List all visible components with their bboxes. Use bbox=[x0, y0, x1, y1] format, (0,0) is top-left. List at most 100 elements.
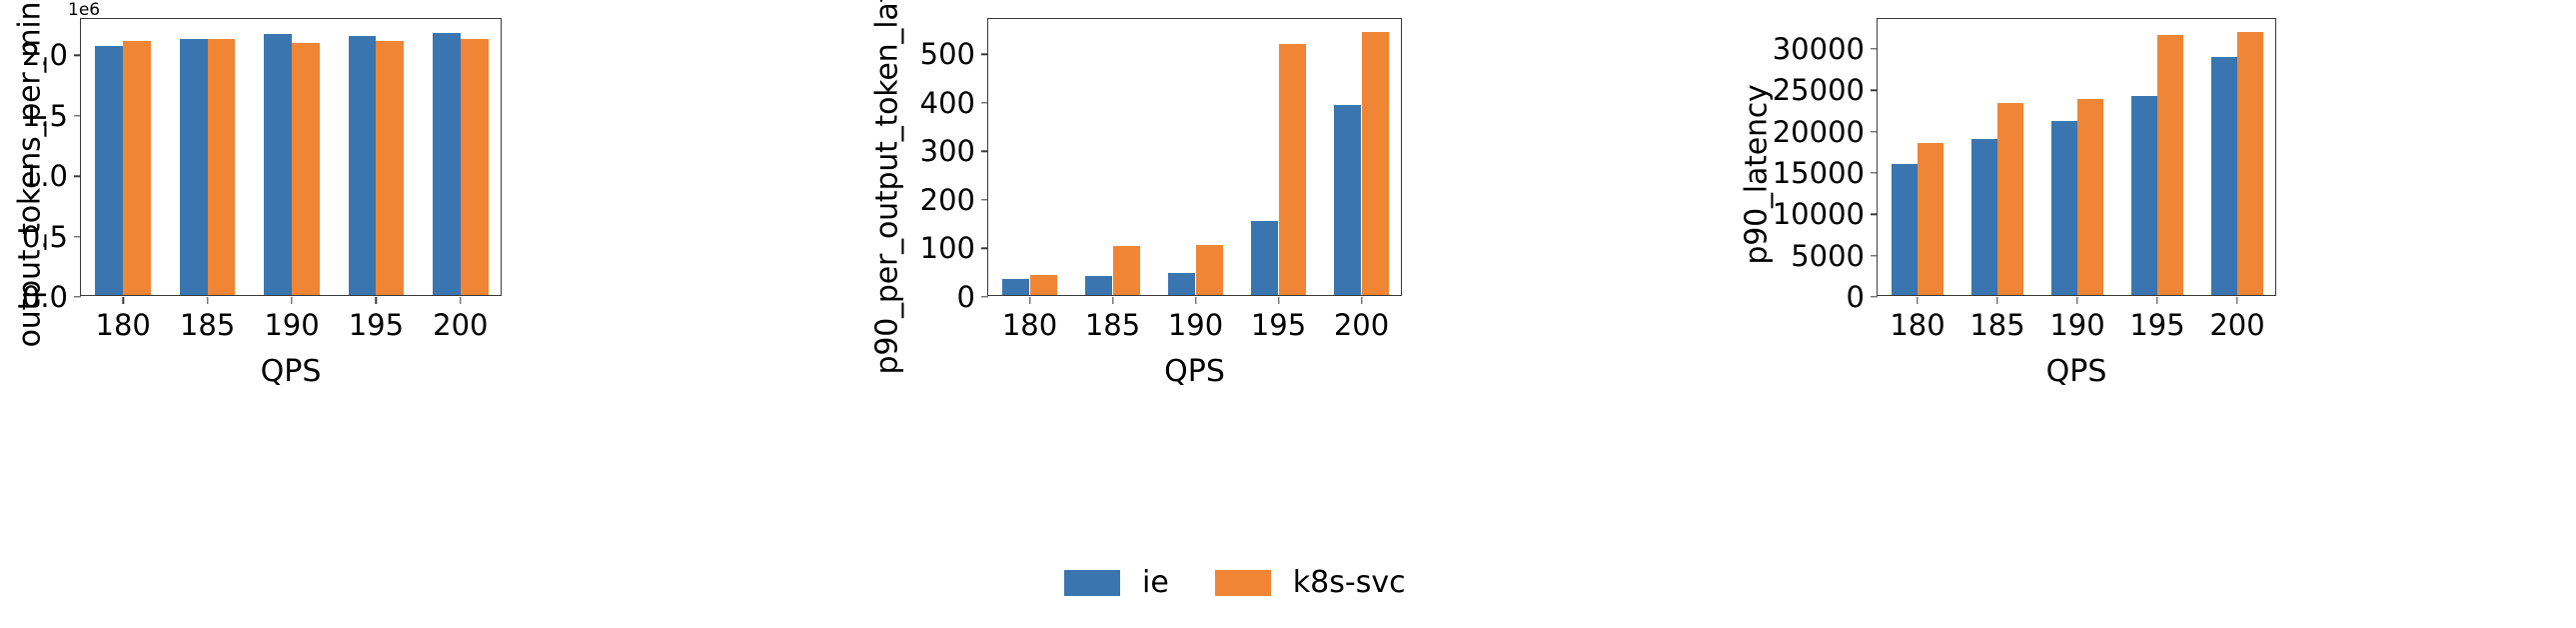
y-tick-mark bbox=[74, 54, 81, 56]
x-tick-label: 180 bbox=[1001, 308, 1058, 342]
x-tick-mark bbox=[1028, 297, 1031, 304]
y-tick-mark bbox=[1871, 89, 1878, 91]
legend-entry-ie: ie bbox=[1064, 565, 1169, 600]
bar-k8s-svc-180 bbox=[1029, 275, 1057, 295]
y-tick-label: 1.0 bbox=[21, 159, 68, 194]
bar-k8s-svc-190 bbox=[292, 42, 320, 295]
bar-ie-195 bbox=[2130, 96, 2157, 295]
bar-ie-185 bbox=[179, 39, 208, 295]
y-tick-mark bbox=[74, 175, 81, 177]
chart-panel-p90-latency: p90_latency 0 5000 10000 15000 20000 25000 300… bbox=[1719, 0, 2576, 628]
x-tick-mark bbox=[1277, 297, 1280, 304]
y-tick-mark bbox=[981, 199, 988, 201]
x-tick-mark bbox=[291, 297, 293, 304]
x-tick-mark bbox=[1996, 297, 1998, 304]
x-tick-label: 195 bbox=[348, 308, 405, 342]
plot-area-1: 0.0 0.5 1.0 1.5 2.0 180 185 190 195 200 bbox=[22, 18, 502, 342]
y-tick-label: 0 bbox=[956, 280, 975, 314]
y-tick-label: 30000 bbox=[1772, 31, 1865, 66]
bar-k8s-svc-200 bbox=[1361, 32, 1389, 295]
y-tick-label: 0.5 bbox=[21, 219, 68, 254]
x-tick-mark bbox=[1111, 297, 1114, 304]
y-tick-label: 400 bbox=[919, 85, 975, 120]
bar-k8s-svc-185 bbox=[207, 38, 236, 295]
legend-swatch-ie bbox=[1064, 569, 1120, 596]
x-axis-label-1: QPS bbox=[260, 354, 322, 389]
x-tick-mark bbox=[2236, 297, 2238, 304]
bar-k8s-svc-195 bbox=[1278, 44, 1306, 295]
x-axis-label-3: QPS bbox=[2045, 354, 2107, 389]
y-tick-label: 15000 bbox=[1772, 155, 1865, 190]
chart-panel-output-tokens-per-min: 1e6 output_tokens_per_min 0.0 0.5 1.0 1.5 2.… bbox=[0, 0, 859, 628]
bar-ie-180 bbox=[1891, 164, 1918, 295]
y-tick-mark bbox=[1871, 130, 1878, 133]
bar-k8s-svc-195 bbox=[2157, 35, 2184, 295]
x-tick-label: 185 bbox=[179, 308, 236, 342]
bar-k8s-svc-180 bbox=[123, 41, 152, 295]
x-tick-mark bbox=[2076, 297, 2078, 304]
x-tick-mark bbox=[1917, 297, 1919, 304]
bar-ie-185 bbox=[1970, 138, 1997, 295]
x-tick-label: 180 bbox=[1890, 308, 1945, 342]
y-tick-label: 5000 bbox=[1791, 238, 1865, 273]
bar-k8s-svc-200 bbox=[2237, 31, 2264, 295]
y-tick-mark bbox=[1871, 48, 1878, 50]
bar-k8s-svc-195 bbox=[376, 41, 405, 295]
bar-k8s-svc-180 bbox=[1918, 142, 1944, 295]
bar-ie-190 bbox=[2050, 121, 2077, 295]
x-tick-mark bbox=[206, 297, 209, 304]
y-axis-label-3: p90_latency bbox=[1739, 84, 1775, 265]
plot-area-3: 0 5000 10000 15000 20000 25000 30000 180 185 190 1… bbox=[1773, 18, 2276, 342]
y-tick-label: 2.0 bbox=[21, 38, 68, 73]
bar-k8s-svc-200 bbox=[460, 38, 489, 295]
bar-ie-180 bbox=[95, 46, 124, 295]
y-tick-mark bbox=[981, 53, 988, 56]
chart-panel-p90-per-output-token-latency: p90_per_output_token_latency 0 100 200 300 4… bbox=[859, 0, 1719, 628]
bar-ie-200 bbox=[2210, 56, 2237, 295]
bar-k8s-svc-190 bbox=[2077, 98, 2104, 295]
y-tick-label: 300 bbox=[919, 134, 975, 169]
bar-ie-195 bbox=[348, 36, 377, 295]
y-tick-mark bbox=[74, 235, 81, 238]
x-tick-mark bbox=[1194, 297, 1197, 304]
bar-ie-180 bbox=[1002, 279, 1030, 295]
bar-ie-195 bbox=[1251, 221, 1279, 295]
legend-swatch-k8s-svc bbox=[1214, 569, 1271, 596]
bar-ie-185 bbox=[1085, 275, 1113, 295]
y-tick-mark bbox=[1871, 213, 1878, 215]
bar-k8s-svc-190 bbox=[1195, 244, 1223, 295]
x-tick-label: 200 bbox=[433, 308, 489, 342]
x-tick-label: 185 bbox=[1084, 308, 1141, 342]
x-tick-mark bbox=[1360, 297, 1363, 304]
y-tick-label: 0.0 bbox=[21, 280, 68, 314]
y-tick-label: 10000 bbox=[1772, 197, 1865, 232]
x-tick-label: 195 bbox=[2129, 308, 2185, 342]
y-tick-label: 200 bbox=[919, 182, 975, 217]
y-tick-mark bbox=[981, 247, 988, 250]
bar-ie-190 bbox=[264, 33, 292, 295]
x-tick-label: 200 bbox=[2209, 308, 2265, 342]
bar-k8s-svc-185 bbox=[1112, 246, 1140, 295]
x-tick-label: 200 bbox=[1333, 308, 1390, 342]
x-tick-label: 190 bbox=[2049, 308, 2105, 342]
x-tick-mark bbox=[2156, 297, 2158, 304]
x-tick-mark bbox=[460, 297, 462, 304]
y-tick-label: 20000 bbox=[1772, 114, 1865, 149]
y-tick-mark bbox=[981, 102, 988, 104]
y-tick-label: 0 bbox=[1846, 280, 1865, 314]
y-tick-label: 100 bbox=[919, 231, 975, 266]
y-tick-mark bbox=[981, 296, 988, 298]
legend: ie k8s-svc bbox=[1064, 565, 1452, 600]
x-tick-label: 185 bbox=[1969, 308, 2025, 342]
x-tick-label: 190 bbox=[264, 308, 320, 342]
x-tick-mark bbox=[375, 297, 378, 304]
y-tick-mark bbox=[1871, 296, 1878, 298]
bar-series-group-3 bbox=[1878, 19, 2275, 295]
x-tick-label: 190 bbox=[1167, 308, 1224, 342]
legend-label-ie: ie bbox=[1142, 565, 1169, 600]
y-tick-mark bbox=[74, 296, 81, 298]
y-tick-label: 500 bbox=[919, 37, 975, 72]
legend-label-k8s-svc: k8s-svc bbox=[1292, 565, 1406, 600]
bar-ie-200 bbox=[432, 32, 461, 295]
